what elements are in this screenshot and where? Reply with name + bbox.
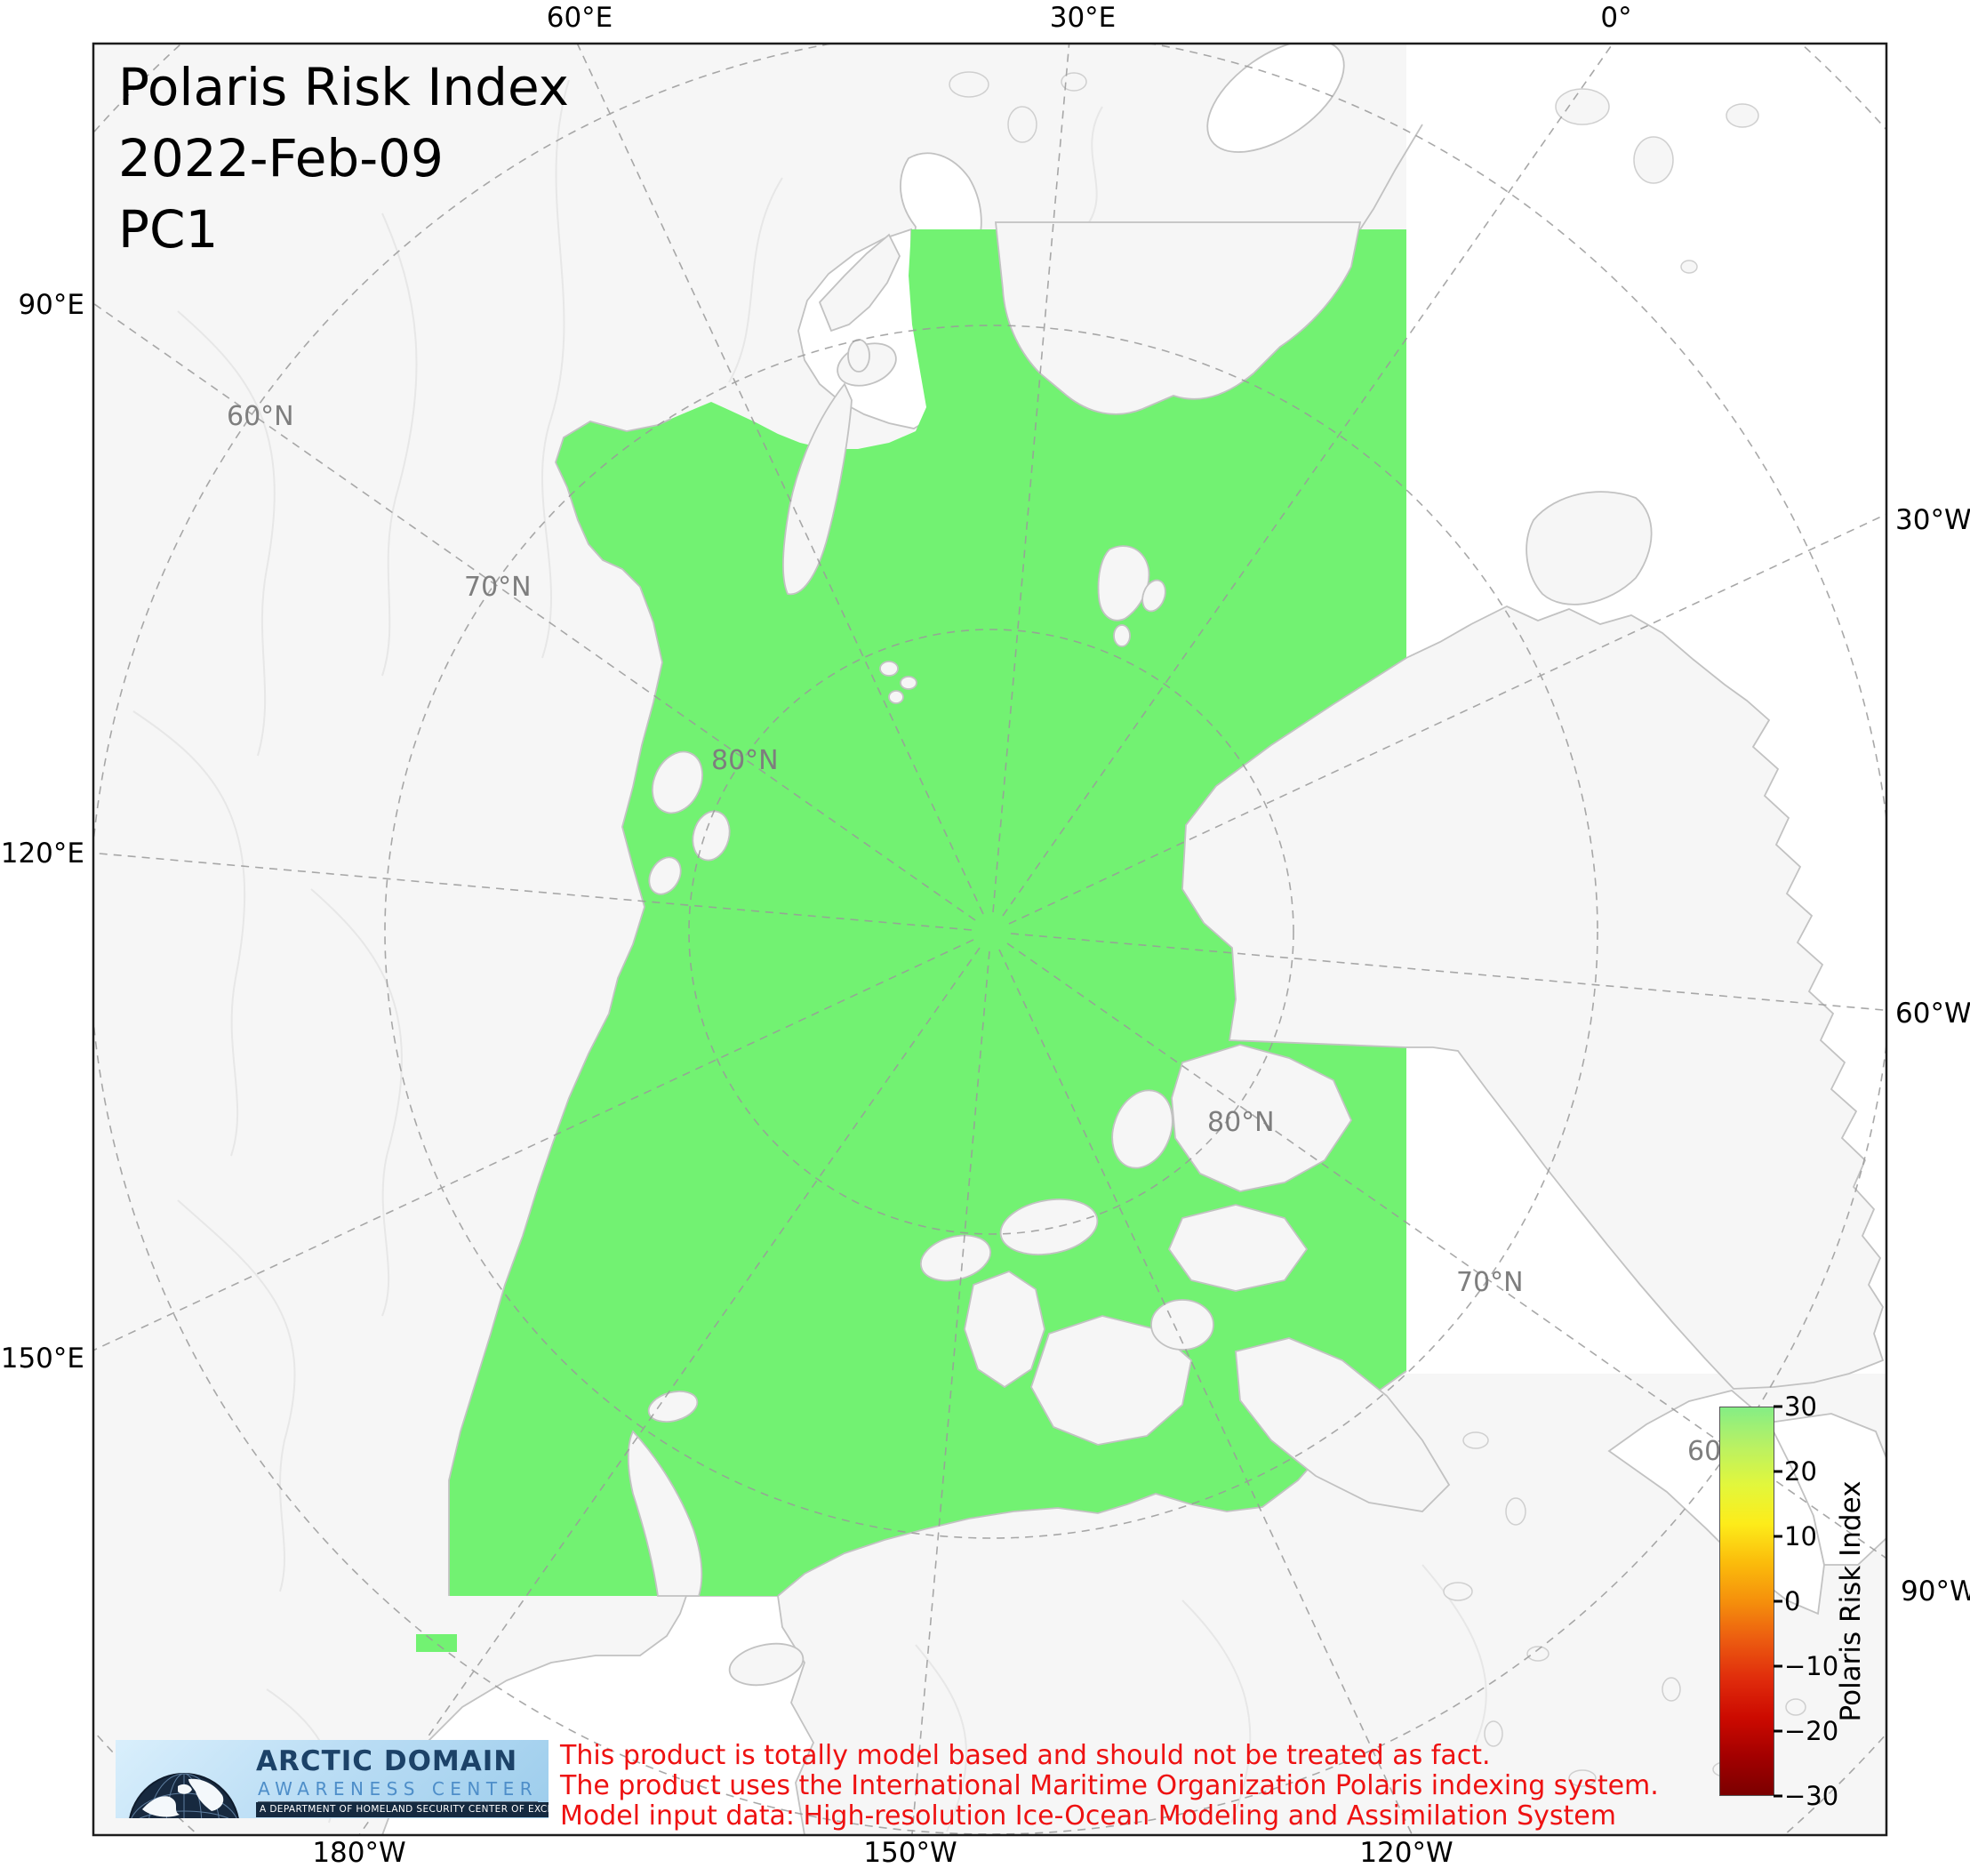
disclaimer-line-3: Model input data: High-resolution Ice-Oc… bbox=[560, 1800, 1616, 1832]
lake-islet-texture bbox=[949, 71, 1806, 1787]
disclaimer-line-2: The product uses the International Marit… bbox=[560, 1770, 1659, 1801]
norway-atlantic-coastline bbox=[1359, 124, 1423, 230]
logo-subtitle: AWARENESS CENTER bbox=[258, 1778, 539, 1803]
colorbar bbox=[1719, 1407, 1774, 1796]
vaygach-island bbox=[847, 339, 870, 373]
kanin-peninsula bbox=[818, 233, 901, 333]
colorbar-tick-10: 10 bbox=[1784, 1521, 1817, 1551]
colorbar-tickmark bbox=[1774, 1405, 1782, 1408]
axis-label-0: 0° bbox=[1600, 2, 1631, 34]
plot-border bbox=[92, 42, 1888, 1837]
axis-label-60w: 60°W bbox=[1895, 998, 1970, 1030]
colorbar-tick-20: 20 bbox=[1784, 1456, 1817, 1487]
alaska-canada-coastline bbox=[777, 1370, 1407, 1597]
axis-label-60e: 60°E bbox=[547, 2, 613, 34]
axis-label-90w: 90°W bbox=[1901, 1575, 1970, 1607]
axis-label-120e: 120°E bbox=[1, 838, 84, 870]
axis-label-120w: 120°W bbox=[1359, 1837, 1453, 1869]
colorbar-tickmark bbox=[1774, 1664, 1782, 1668]
axis-label-90e: 90°E bbox=[18, 289, 84, 321]
hudson-bay-arm bbox=[1767, 1413, 1886, 1566]
grat-label-60n-left: 60°N bbox=[227, 401, 294, 432]
svalbard bbox=[1097, 545, 1166, 647]
grat-label-70n-left: 70°N bbox=[464, 572, 532, 603]
canadian-archipelago bbox=[919, 1044, 1451, 1512]
colorbar-tickmark bbox=[1774, 1599, 1782, 1603]
chukotka-tip bbox=[627, 1430, 703, 1597]
axis-label-30w: 30°W bbox=[1895, 504, 1970, 536]
title-line-1: Polaris Risk Index bbox=[118, 57, 569, 117]
victoria-island bbox=[1030, 1315, 1192, 1446]
scandinavia-kola-land bbox=[994, 221, 1362, 415]
novaya-zemlya bbox=[782, 382, 853, 596]
melville-island bbox=[999, 1199, 1099, 1255]
colorbar-tickmark bbox=[1774, 1729, 1782, 1733]
title-line-3: PC1 bbox=[118, 199, 219, 260]
logo-name: ARCTIC DOMAIN bbox=[256, 1745, 518, 1777]
gulf-of-bothnia bbox=[1206, 44, 1345, 153]
greenland bbox=[1181, 605, 1885, 1390]
river-lines bbox=[132, 79, 1487, 1832]
map-title: Polaris Risk Index 2022-Feb-09 PC1 bbox=[118, 52, 569, 265]
seward-peninsula bbox=[728, 1642, 805, 1687]
grat-label-80n-right: 80°N bbox=[1207, 1107, 1275, 1138]
colorbar-tickmark bbox=[1774, 1794, 1782, 1798]
disclaimer-line-1: This product is totally model based and … bbox=[560, 1740, 1491, 1771]
globe-icon bbox=[129, 1773, 239, 1818]
iceland bbox=[1526, 491, 1653, 605]
grat-label-80n-left: 80°N bbox=[711, 745, 779, 776]
severnaya-zemlya bbox=[648, 750, 731, 895]
colorbar-tick-m30: −30 bbox=[1784, 1781, 1839, 1811]
adac-logo: ARCTIC DOMAIN AWARENESS CENTER A DEPARTM… bbox=[116, 1740, 549, 1818]
pri-data-field bbox=[416, 229, 1406, 1652]
title-line-2: 2022-Feb-09 bbox=[118, 128, 444, 188]
axis-label-30e: 30°E bbox=[1050, 2, 1117, 34]
colorbar-tick-m10: −10 bbox=[1784, 1651, 1839, 1681]
logo-tagline: A DEPARTMENT OF HOMELAND SECURITY CENTER… bbox=[256, 1802, 549, 1817]
colorbar-tickmark bbox=[1774, 1535, 1782, 1538]
ellesmere-island bbox=[1171, 1044, 1353, 1192]
baffin-island bbox=[1235, 1337, 1451, 1512]
disclaimer-text: This product is totally model based and … bbox=[560, 1741, 1659, 1832]
pri-main-blob bbox=[449, 229, 1406, 1596]
axel-heiberg-island bbox=[1111, 1089, 1173, 1169]
franz-josef-land bbox=[879, 661, 917, 704]
grat-label-70n-right: 70°N bbox=[1456, 1267, 1524, 1298]
colorbar-label: Polaris Risk Index bbox=[1835, 1480, 1867, 1722]
axis-label-180w: 180°W bbox=[312, 1837, 405, 1869]
pri-patch-small bbox=[416, 1634, 457, 1652]
colorbar-tick-m20: −20 bbox=[1784, 1716, 1839, 1746]
axis-label-150w: 150°W bbox=[863, 1837, 957, 1869]
somerset-island bbox=[1150, 1299, 1214, 1351]
colorbar-tickmark bbox=[1774, 1470, 1782, 1473]
banks-island bbox=[964, 1270, 1045, 1389]
devon-island bbox=[1167, 1204, 1309, 1292]
colorbar-tick-30: 30 bbox=[1784, 1391, 1817, 1422]
siberia-coastline bbox=[448, 418, 672, 1596]
axis-label-150e: 150°E bbox=[1, 1343, 84, 1375]
colorbar-tick-0: 0 bbox=[1784, 1586, 1801, 1616]
